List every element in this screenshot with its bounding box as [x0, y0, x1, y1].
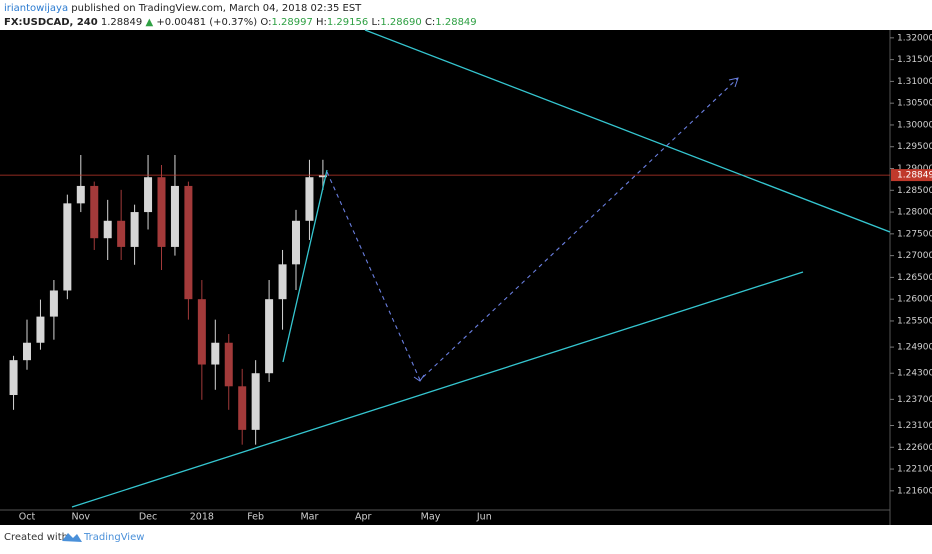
y-tick-label: 1.27000: [897, 251, 932, 261]
y-tick-label: 1.28000: [897, 208, 932, 218]
y-tick-label: 1.23700: [897, 395, 932, 405]
plot: Oct Nov Dec 2018 Feb Mar Apr May Jun: [0, 155, 890, 523]
y-tick-label: 1.24900: [897, 343, 932, 353]
candle-body: [211, 342, 220, 365]
open-label: O:: [260, 17, 271, 28]
header-bg: [0, 0, 932, 30]
open: 1.28997: [271, 17, 312, 28]
y-tick-label: 1.26500: [897, 273, 932, 283]
low: 1.28690: [380, 17, 421, 28]
candle-body: [36, 316, 45, 343]
last-price-tag: [891, 169, 932, 182]
last-price-label: 1.28849: [897, 171, 932, 181]
high: 1.29156: [327, 17, 368, 28]
candle-body: [318, 175, 327, 178]
candle-body: [265, 299, 274, 374]
price-axis: 1.32000 1.31500 1.31000 1.30500 1.30000 1.295…: [890, 33, 932, 496]
x-tick-label: Nov: [72, 512, 91, 523]
x-tick-label: Feb: [247, 512, 264, 523]
y-tick-label: 1.30000: [897, 120, 932, 130]
arrow: ▲: [145, 17, 153, 28]
trendline: [71, 271, 804, 508]
candle-body: [49, 290, 58, 317]
candle-body: [292, 220, 300, 265]
candle-body: [238, 386, 247, 430]
candle-body: [144, 177, 153, 213]
high-label: H:: [316, 17, 327, 28]
candle-body: [305, 177, 314, 221]
candle-body: [197, 299, 206, 365]
candle-body: [23, 342, 31, 361]
x-tick-label: Oct: [19, 512, 36, 523]
y-tick-label: 1.23100: [897, 421, 932, 431]
candle-body: [251, 373, 260, 430]
header-line-2: FX:USDCAD, 240 1.28849 ▲ +0.00481 (+0.37…: [4, 17, 477, 28]
candle-body: [170, 185, 179, 247]
candle-body: [130, 212, 139, 247]
y-tick-label: 1.30500: [897, 99, 932, 109]
chart-bg: [0, 30, 932, 525]
y-tick-label: 1.24300: [897, 369, 932, 379]
x-tick-label: Dec: [139, 512, 157, 523]
footer-bg: [0, 525, 932, 550]
candle-body: [184, 185, 193, 300]
published: published on TradingView.com, March 04, …: [71, 3, 362, 14]
header-line-1: iriantowijaya published on TradingView.c…: [4, 3, 362, 14]
candle-body: [157, 177, 166, 247]
y-tick-label: 1.26000: [897, 295, 932, 305]
y-tick-label: 1.31500: [897, 55, 932, 65]
y-tick-label: 1.31000: [897, 77, 932, 87]
change: +0.00481 (+0.37%): [156, 17, 257, 28]
y-tick-label: 1.22600: [897, 443, 932, 453]
last: 1.28849: [101, 17, 142, 28]
y-tick-label: 1.28500: [897, 186, 932, 196]
footer-brand[interactable]: TradingView: [83, 532, 144, 543]
logo: [62, 533, 82, 542]
y-tick-label: 1.27500: [897, 229, 932, 239]
arrow-head: [728, 77, 739, 88]
projection-path: [326, 77, 739, 381]
candle-body: [63, 203, 72, 291]
x-tick-label: Apr: [355, 512, 372, 523]
y-tick-label: 1.21600: [897, 486, 932, 496]
y-tick-label: 1.29500: [897, 142, 932, 152]
drawings: [71, 29, 891, 508]
candle-body: [9, 360, 18, 396]
footer-created: Created with: [4, 532, 68, 543]
x-tick-label: 2018: [190, 512, 214, 523]
arrow-head: [413, 374, 425, 382]
symbol: FX:USDCAD, 240: [4, 17, 98, 28]
low-label: L:: [371, 17, 380, 28]
candle-body: [278, 264, 287, 300]
y-tick-label: 1.22100: [897, 465, 932, 475]
candle-body: [76, 185, 85, 204]
close: 1.28849: [435, 17, 476, 28]
candle-body: [90, 185, 99, 239]
x-tick-label: Mar: [300, 512, 318, 523]
candle-body: [224, 342, 233, 387]
trendline: [364, 29, 891, 233]
author[interactable]: iriantowijaya: [4, 3, 68, 14]
x-tick-label: May: [421, 512, 441, 523]
candle-body: [117, 220, 126, 247]
y-tick-label: 1.32000: [897, 33, 932, 43]
x-tick-label: Jun: [476, 512, 492, 523]
footer: Created with TradingView: [4, 532, 144, 543]
y-tick-label: 1.29000: [897, 164, 932, 174]
y-tick-label: 1.25500: [897, 316, 932, 326]
candle-body: [103, 220, 112, 239]
close-label: C:: [425, 17, 435, 28]
trendline: [282, 169, 328, 363]
